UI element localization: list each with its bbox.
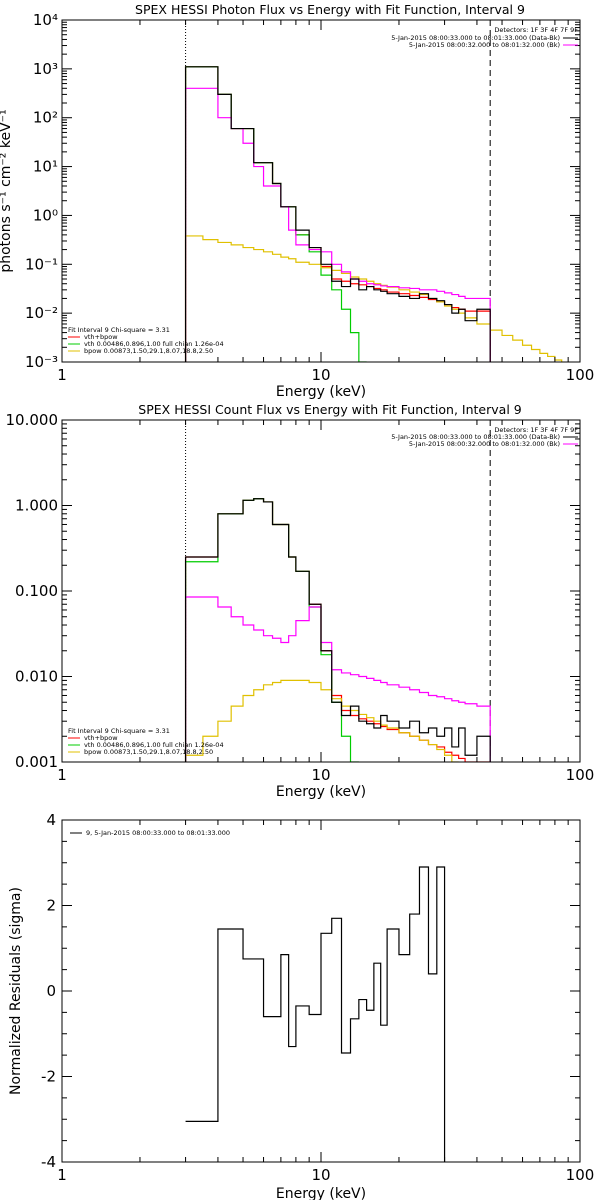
count-flux-xtick-label: 100 (566, 766, 595, 784)
residuals-series-residuals (185, 866, 446, 1162)
photon-flux-fit-line: Fit Interval 9 Chi-square = 3.31 (68, 326, 170, 334)
count-flux-series-vth (184, 498, 359, 762)
count-flux-ytick-label: 0.100 (15, 582, 58, 600)
count-flux-total-label: vth+bpow (84, 734, 118, 742)
residuals-ylabel: Normalized Residuals (sigma) (8, 887, 24, 1095)
residuals-ytick-label: 0 (46, 982, 56, 1000)
photon-flux-ytick-label: 10⁻³ (25, 353, 58, 371)
photon-flux-axes-box (61, 19, 581, 363)
residuals-xtick-label: 1 (57, 1166, 67, 1184)
photon-flux-total-label: vth+bpow (84, 333, 118, 341)
count-flux-ytick-label: 0.001 (15, 753, 58, 771)
photon-flux-plot: SPEX HESSI Photon Flux vs Energy with Fi… (0, 2, 595, 400)
photon-flux-xtick-label: 1 (57, 366, 67, 384)
residuals-ytick-label: 4 (46, 811, 56, 829)
photon-flux-ytick-label: 10³ (33, 60, 58, 78)
photon-flux-title: SPEX HESSI Photon Flux vs Energy with Fi… (135, 2, 525, 17)
photon-flux-vth-label: vth 0.00486,0.896,1.00 full chian 1.26e-… (84, 340, 224, 348)
photon-flux-ylabel: photons s⁻¹ cm⁻² keV⁻¹ (0, 109, 14, 272)
residuals-xtick-label: 100 (566, 1166, 595, 1184)
count-flux-plot: SPEX HESSI Count Flux vs Energy with Fit… (6, 402, 595, 800)
residuals-ytick-label: 2 (46, 897, 56, 915)
count-flux-series-data (184, 498, 491, 762)
photon-flux-ytick-label: 10² (33, 109, 58, 127)
count-flux-ytick-label: 0.010 (15, 668, 58, 686)
photon-flux-series-data (184, 66, 491, 362)
count-flux-bk-label: 5-Jan-2015 08:00:32.000 to 08:01:32.000 … (409, 440, 560, 448)
photon-flux-xtick-label: 10 (311, 366, 330, 384)
photon-flux-detectors: Detectors: 1F 3F 4F 7F 9F (494, 26, 578, 34)
count-flux-detectors: Detectors: 1F 3F 4F 7F 9F (494, 426, 578, 434)
residuals-plot: 1 10 100 -4 -2 0 2 4 Energy (keV) Normalized Re… (8, 811, 595, 1200)
residuals-xtick-label: 10 (311, 1166, 330, 1184)
photon-flux-ytick-label: 10¹ (33, 158, 58, 176)
count-flux-ytick-label: 10.000 (6, 411, 59, 429)
photon-flux-ytick-label: 10⁻² (25, 304, 58, 322)
count-flux-ytick-label: 1.000 (15, 497, 58, 515)
count-flux-xtick-label: 1 (57, 766, 67, 784)
count-flux-data-label: 5-Jan-2015 08:00:33.000 to 08:01:33.000 … (391, 433, 560, 441)
count-flux-xtick-label: 10 (311, 766, 330, 784)
photon-flux-series-vth (184, 66, 367, 362)
residuals-ytick-label: -4 (41, 1153, 56, 1171)
count-flux-series-background (184, 596, 491, 762)
photon-flux-series-background (184, 87, 491, 362)
photon-flux-series-bpow (184, 235, 563, 362)
count-flux-axes-box (61, 419, 581, 763)
photon-flux-ytick-label: 10⁻¹ (25, 255, 58, 273)
residuals-legend-label: 9, 5-Jan-2015 08:00:33.000 to 08:01:33.0… (86, 829, 230, 837)
count-flux-title: SPEX HESSI Count Flux vs Energy with Fit… (138, 402, 521, 417)
photon-flux-data-label: 5-Jan-2015 08:00:33.000 to 08:01:33.000 … (391, 34, 560, 42)
count-flux-series-vth-bpow (184, 498, 491, 762)
count-flux-bpow-label: bpow 0.00873,1.50,29.1,8.07,18.8,2.50 (84, 748, 213, 756)
residuals-xlabel: Energy (keV) (276, 1186, 366, 1200)
photon-flux-xlabel: Energy (keV) (276, 384, 366, 400)
photon-flux-ytick-label: 10⁴ (33, 11, 58, 29)
residuals-ytick-label: -2 (41, 1068, 56, 1086)
photon-flux-bpow-label: bpow 0.00873,1.50,29.1,8.07,18.8,2.50 (84, 347, 213, 355)
photon-flux-xtick-label: 100 (566, 366, 595, 384)
photon-flux-ytick-label: 10⁰ (33, 206, 58, 224)
photon-flux-bk-label: 5-Jan-2015 08:00:32.000 to 08:01:32.000 … (409, 41, 560, 49)
count-flux-xlabel: Energy (keV) (276, 784, 366, 800)
count-flux-fit-line: Fit Interval 9 Chi-square = 3.31 (68, 727, 170, 735)
count-flux-vth-label: vth 0.00486,0.896,1.00 full chian 1.26e-… (84, 741, 224, 749)
